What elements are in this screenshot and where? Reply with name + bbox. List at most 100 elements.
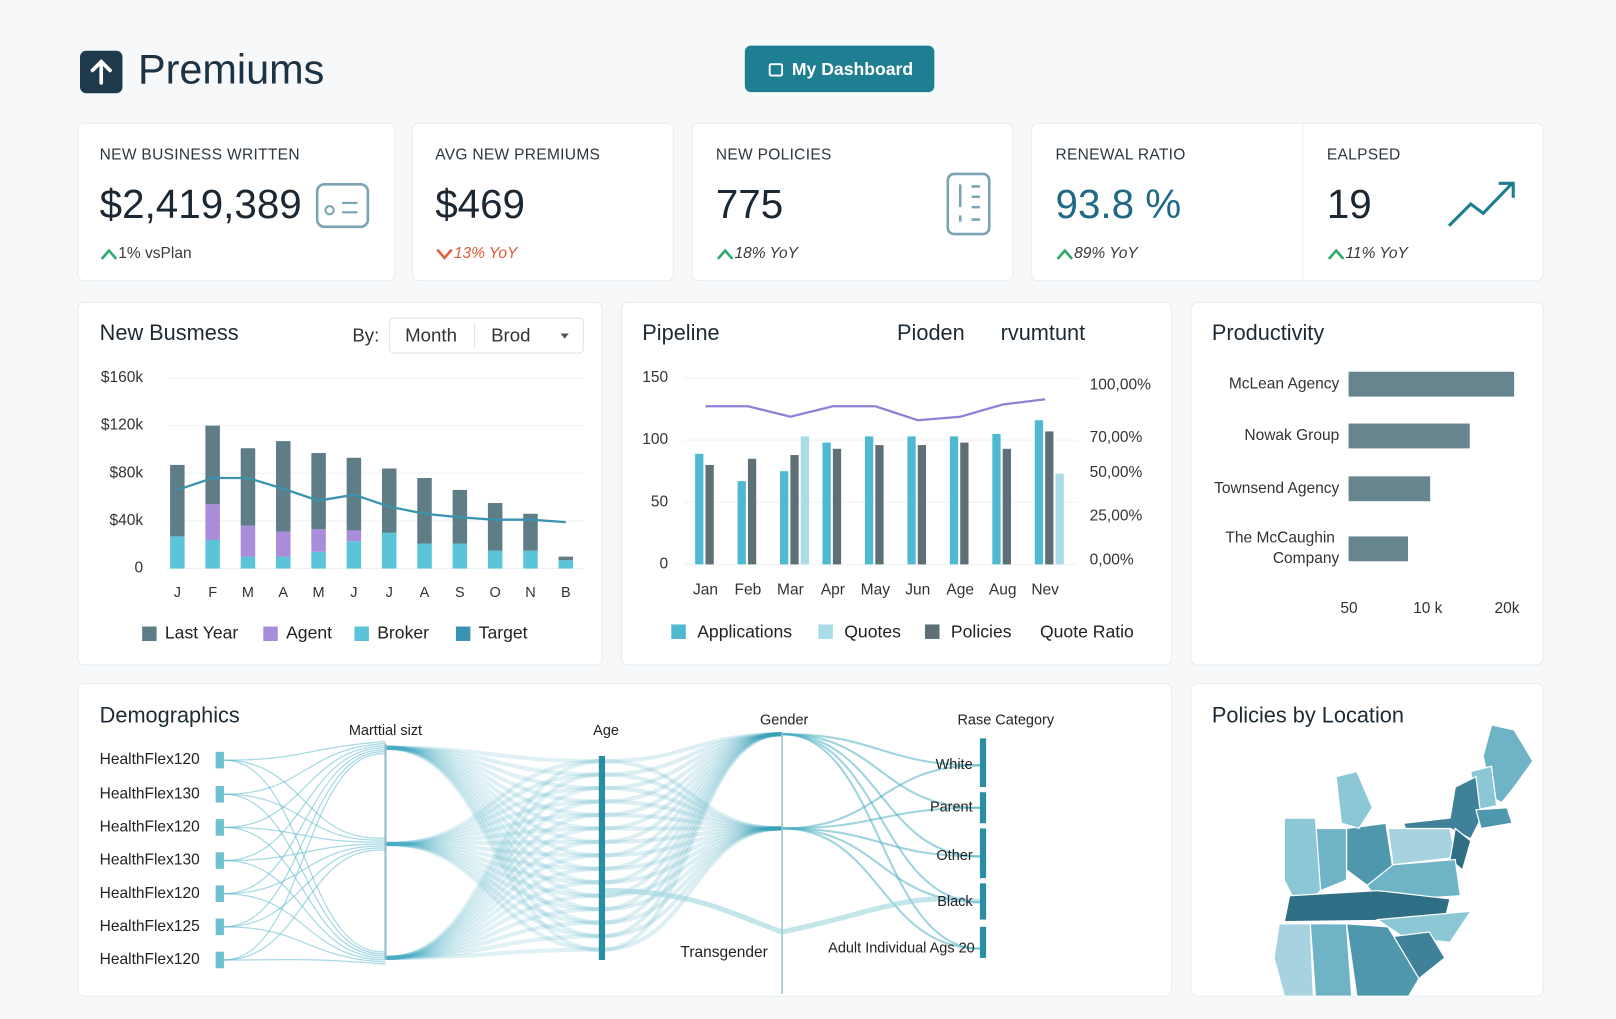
kpi-label: EALPSED [1327, 146, 1401, 163]
flow [601, 732, 783, 858]
bar-segment [240, 525, 256, 557]
flow [385, 839, 602, 847]
flow [601, 826, 783, 939]
map-region [1335, 770, 1374, 830]
flow [385, 745, 602, 791]
bar-segment [523, 550, 538, 569]
bar [780, 471, 789, 565]
flow [385, 745, 602, 898]
x-tick-label: J [386, 585, 393, 601]
kpi-change: 1% vsPlan [118, 245, 191, 262]
flow [385, 745, 602, 818]
x-tick-label: Mar [777, 581, 804, 598]
kpi-icon [958, 184, 980, 222]
bar [949, 436, 959, 565]
flow [601, 826, 783, 844]
flow [385, 745, 602, 885]
kpi-change: 89% YoY [1074, 245, 1139, 262]
flow [601, 826, 783, 885]
bar [1002, 448, 1011, 565]
kpi-value: 93.8 % [1056, 181, 1182, 227]
kpi-change: 11% YoY [1345, 245, 1409, 262]
bar-segment [487, 503, 503, 551]
bar-segment [487, 550, 503, 569]
flow [385, 745, 602, 764]
flow [223, 793, 386, 955]
bar [907, 436, 916, 565]
bar [875, 445, 884, 565]
control-label: By: [352, 324, 379, 345]
legend-label: Last Year [165, 622, 239, 642]
page-title: Premiums [138, 46, 324, 92]
chart-subtitle: rvumtunt [1001, 320, 1086, 345]
flow [385, 866, 602, 960]
bar-segment [558, 556, 574, 561]
x-tick-label: Jun [905, 581, 930, 598]
kpi-value: 775 [716, 181, 783, 227]
select-option: Month [405, 324, 457, 345]
x-tick-label: Apr [821, 581, 845, 598]
trend-arrow [1056, 248, 1074, 260]
flow [385, 799, 602, 847]
bar-segment [205, 539, 220, 569]
category-label: Other [936, 848, 972, 864]
period-select[interactable] [389, 317, 584, 354]
y2-tick-label: 0,00% [1090, 551, 1134, 568]
trend-arrow [1327, 248, 1345, 260]
flow [385, 745, 602, 871]
bar-segment [240, 556, 256, 569]
plan-node [215, 785, 224, 803]
flow [385, 920, 602, 960]
chart-title: Pipeline [642, 320, 719, 345]
bar-segment [523, 513, 538, 551]
plan-node [215, 751, 224, 769]
flow [223, 759, 386, 953]
flow [601, 732, 783, 952]
flow [601, 732, 783, 764]
flow [601, 826, 783, 871]
bar-segment [170, 536, 185, 569]
y-category-label: The McCaughin Company [1225, 530, 1339, 568]
bar-segment [240, 448, 256, 526]
category-label: Black [937, 894, 973, 910]
flow [385, 947, 602, 960]
bar [747, 458, 757, 565]
flow [782, 733, 980, 809]
flow [385, 785, 602, 847]
flow [385, 812, 602, 847]
flow [601, 826, 783, 925]
flow [385, 812, 602, 960]
x-tick-label: Age [946, 581, 974, 598]
flow [223, 926, 386, 963]
card [411, 122, 674, 282]
flow [223, 759, 386, 839]
gender-label: Transgender [680, 944, 767, 961]
flow [385, 745, 602, 858]
flow [601, 732, 783, 777]
x-tick-label: May [861, 581, 891, 598]
card [77, 682, 1173, 997]
legend-label: Broker [377, 622, 429, 642]
flow [601, 732, 783, 939]
chart-title: New Busmess [100, 320, 239, 345]
category-node [979, 738, 987, 788]
y-category-label: Townsend Agency [1214, 480, 1339, 497]
category-label: White [936, 757, 973, 773]
bar [1055, 473, 1064, 565]
flow [385, 841, 602, 925]
flow [223, 845, 386, 895]
plan-node [215, 885, 224, 902]
dimension-label: Gender [760, 713, 808, 729]
legend-label: Quotes [844, 621, 901, 641]
flow [385, 772, 602, 847]
flow [385, 839, 602, 960]
plan-node [215, 819, 224, 836]
bar [960, 442, 969, 565]
axis [598, 755, 606, 960]
plan-label: HealthFlex120 [100, 885, 200, 902]
flow [385, 841, 602, 885]
dashboard-button[interactable] [744, 45, 935, 93]
x-tick-label: J [174, 585, 181, 601]
x-tick-label: Aug [989, 581, 1017, 598]
